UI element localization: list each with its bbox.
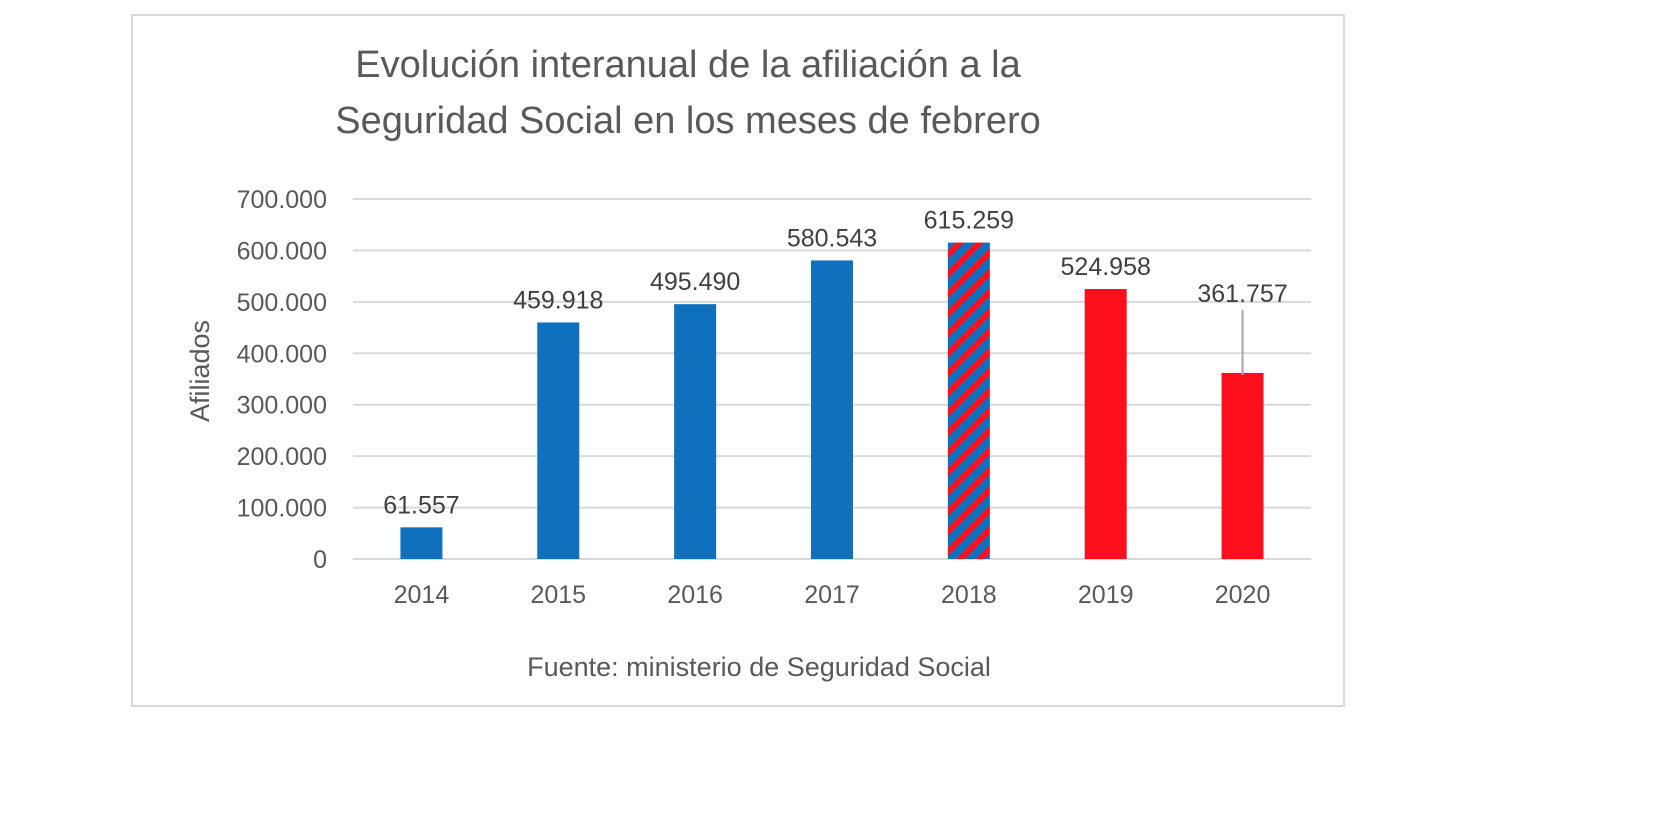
y-tick-label: 700.000	[237, 186, 327, 214]
data-label-2018: 615.259	[924, 207, 1014, 235]
bars	[400, 242, 1264, 559]
bar-2019	[1084, 289, 1127, 559]
y-tick-label: 300.000	[237, 392, 327, 420]
chart-title-line-2: Seguridad Social en los meses de febrero	[335, 100, 1041, 142]
y-tick-label: 100.000	[237, 495, 327, 523]
bar-2014	[400, 527, 443, 559]
x-tick-label: 2014	[394, 581, 450, 609]
data-label-2019: 524.958	[1061, 253, 1151, 281]
axis-ticks: 0 100.000 200.000 300.000 400.000 500.000 600.…	[237, 186, 1271, 609]
data-label-2017: 580.543	[787, 224, 877, 252]
data-labels: 61.557 459.918 495.490 580.543 615.259 524.95…	[383, 207, 1288, 520]
y-tick-label: 200.000	[237, 443, 327, 471]
data-label-2016: 495.490	[650, 268, 740, 296]
data-label-2020: 361.757	[1197, 280, 1287, 308]
bar-2015	[537, 322, 580, 559]
x-tick-label: 2018	[941, 581, 997, 609]
y-tick-label: 500.000	[237, 289, 327, 317]
chart-title-line-1: Evolución interanual de la afiliación a …	[355, 44, 1021, 86]
x-tick-label: 2019	[1078, 581, 1134, 609]
x-tick-label: 2015	[530, 581, 586, 609]
x-tick-label: 2017	[804, 581, 860, 609]
x-tick-label: 2016	[667, 581, 723, 609]
bar-2016	[674, 304, 717, 559]
source-note: Fuente: ministerio de Seguridad Social	[527, 652, 991, 682]
y-tick-label: 0	[313, 546, 327, 574]
y-tick-label: 600.000	[237, 237, 327, 265]
data-label-2014: 61.557	[383, 491, 459, 519]
data-label-2015: 459.918	[513, 286, 603, 314]
y-axis-title: Afiliados	[185, 320, 215, 422]
x-tick-label: 2020	[1215, 581, 1271, 609]
bar-chart: Evolución interanual de la afiliación a …	[185, 44, 1311, 682]
chart-frame: Evolución interanual de la afiliación a …	[131, 14, 1345, 707]
bar-2017	[811, 260, 853, 559]
bar-2020	[1221, 372, 1264, 559]
bar-2018	[947, 242, 990, 559]
y-tick-label: 400.000	[237, 340, 327, 368]
